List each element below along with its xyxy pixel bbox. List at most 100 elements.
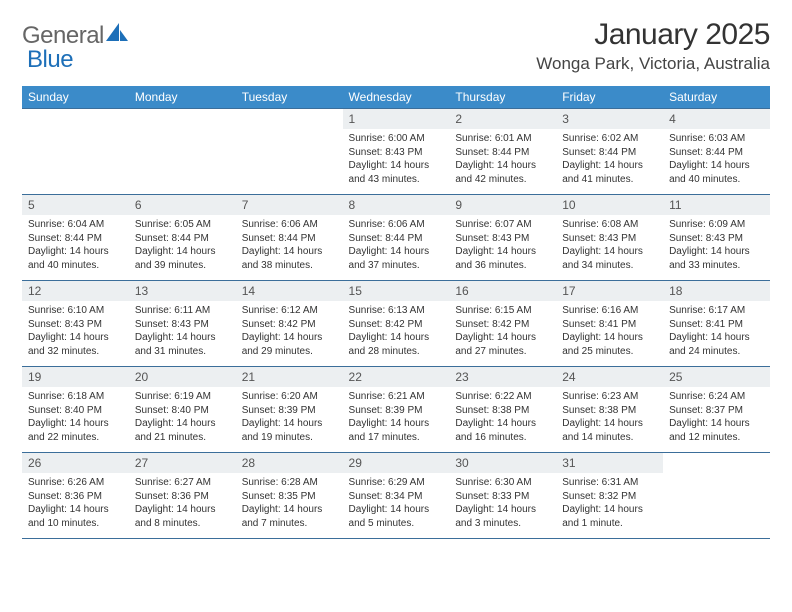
day-details: Sunrise: 6:06 AMSunset: 8:44 PMDaylight:… xyxy=(236,215,343,276)
day-number: 15 xyxy=(343,281,450,301)
calendar-cell: 19Sunrise: 6:18 AMSunset: 8:40 PMDayligh… xyxy=(22,367,129,453)
calendar-cell: 20Sunrise: 6:19 AMSunset: 8:40 PMDayligh… xyxy=(129,367,236,453)
calendar-cell: 10Sunrise: 6:08 AMSunset: 8:43 PMDayligh… xyxy=(556,195,663,281)
day-number: 22 xyxy=(343,367,450,387)
day-details: Sunrise: 6:23 AMSunset: 8:38 PMDaylight:… xyxy=(556,387,663,448)
header: General January 2025 Wonga Park, Victori… xyxy=(22,18,770,74)
day-details: Sunrise: 6:06 AMSunset: 8:44 PMDaylight:… xyxy=(343,215,450,276)
calendar-cell: 5Sunrise: 6:04 AMSunset: 8:44 PMDaylight… xyxy=(22,195,129,281)
day-details: Sunrise: 6:01 AMSunset: 8:44 PMDaylight:… xyxy=(449,129,556,190)
day-header: Saturday xyxy=(663,86,770,109)
day-number: 17 xyxy=(556,281,663,301)
calendar-cell: 1Sunrise: 6:00 AMSunset: 8:43 PMDaylight… xyxy=(343,109,450,195)
day-number: 30 xyxy=(449,453,556,473)
day-header: Thursday xyxy=(449,86,556,109)
day-details: Sunrise: 6:02 AMSunset: 8:44 PMDaylight:… xyxy=(556,129,663,190)
day-number: 1 xyxy=(343,109,450,129)
title-block: January 2025 Wonga Park, Victoria, Austr… xyxy=(536,18,770,74)
calendar-cell: 30Sunrise: 6:30 AMSunset: 8:33 PMDayligh… xyxy=(449,453,556,539)
calendar-cell: 16Sunrise: 6:15 AMSunset: 8:42 PMDayligh… xyxy=(449,281,556,367)
day-details: Sunrise: 6:12 AMSunset: 8:42 PMDaylight:… xyxy=(236,301,343,362)
day-details: Sunrise: 6:03 AMSunset: 8:44 PMDaylight:… xyxy=(663,129,770,190)
day-details: Sunrise: 6:20 AMSunset: 8:39 PMDaylight:… xyxy=(236,387,343,448)
calendar-cell: 31Sunrise: 6:31 AMSunset: 8:32 PMDayligh… xyxy=(556,453,663,539)
calendar-cell: 28Sunrise: 6:28 AMSunset: 8:35 PMDayligh… xyxy=(236,453,343,539)
calendar-cell: 9Sunrise: 6:07 AMSunset: 8:43 PMDaylight… xyxy=(449,195,556,281)
calendar-head: SundayMondayTuesdayWednesdayThursdayFrid… xyxy=(22,86,770,109)
calendar-cell: 3Sunrise: 6:02 AMSunset: 8:44 PMDaylight… xyxy=(556,109,663,195)
day-number: 2 xyxy=(449,109,556,129)
calendar-cell: 24Sunrise: 6:23 AMSunset: 8:38 PMDayligh… xyxy=(556,367,663,453)
day-number: 4 xyxy=(663,109,770,129)
day-details: Sunrise: 6:29 AMSunset: 8:34 PMDaylight:… xyxy=(343,473,450,534)
day-details: Sunrise: 6:30 AMSunset: 8:33 PMDaylight:… xyxy=(449,473,556,534)
day-number: 26 xyxy=(22,453,129,473)
day-number: 28 xyxy=(236,453,343,473)
day-number: 8 xyxy=(343,195,450,215)
calendar-week: 1Sunrise: 6:00 AMSunset: 8:43 PMDaylight… xyxy=(22,109,770,195)
calendar-cell: 22Sunrise: 6:21 AMSunset: 8:39 PMDayligh… xyxy=(343,367,450,453)
day-number: 12 xyxy=(22,281,129,301)
calendar-cell xyxy=(22,109,129,195)
day-header: Wednesday xyxy=(343,86,450,109)
calendar-cell: 17Sunrise: 6:16 AMSunset: 8:41 PMDayligh… xyxy=(556,281,663,367)
day-number: 10 xyxy=(556,195,663,215)
day-details: Sunrise: 6:27 AMSunset: 8:36 PMDaylight:… xyxy=(129,473,236,534)
calendar-week: 19Sunrise: 6:18 AMSunset: 8:40 PMDayligh… xyxy=(22,367,770,453)
calendar-cell xyxy=(129,109,236,195)
day-details: Sunrise: 6:24 AMSunset: 8:37 PMDaylight:… xyxy=(663,387,770,448)
calendar-table: SundayMondayTuesdayWednesdayThursdayFrid… xyxy=(22,86,770,539)
location: Wonga Park, Victoria, Australia xyxy=(536,54,770,74)
day-details: Sunrise: 6:28 AMSunset: 8:35 PMDaylight:… xyxy=(236,473,343,534)
day-details: Sunrise: 6:08 AMSunset: 8:43 PMDaylight:… xyxy=(556,215,663,276)
calendar-cell: 23Sunrise: 6:22 AMSunset: 8:38 PMDayligh… xyxy=(449,367,556,453)
day-details: Sunrise: 6:13 AMSunset: 8:42 PMDaylight:… xyxy=(343,301,450,362)
calendar-cell: 7Sunrise: 6:06 AMSunset: 8:44 PMDaylight… xyxy=(236,195,343,281)
calendar-cell: 26Sunrise: 6:26 AMSunset: 8:36 PMDayligh… xyxy=(22,453,129,539)
day-header: Sunday xyxy=(22,86,129,109)
calendar-cell: 25Sunrise: 6:24 AMSunset: 8:37 PMDayligh… xyxy=(663,367,770,453)
calendar-cell: 27Sunrise: 6:27 AMSunset: 8:36 PMDayligh… xyxy=(129,453,236,539)
day-details: Sunrise: 6:26 AMSunset: 8:36 PMDaylight:… xyxy=(22,473,129,534)
calendar-cell: 18Sunrise: 6:17 AMSunset: 8:41 PMDayligh… xyxy=(663,281,770,367)
calendar-cell xyxy=(663,453,770,539)
day-number: 19 xyxy=(22,367,129,387)
calendar-week: 26Sunrise: 6:26 AMSunset: 8:36 PMDayligh… xyxy=(22,453,770,539)
day-details: Sunrise: 6:31 AMSunset: 8:32 PMDaylight:… xyxy=(556,473,663,534)
day-number: 18 xyxy=(663,281,770,301)
day-number: 31 xyxy=(556,453,663,473)
day-number: 13 xyxy=(129,281,236,301)
month-title: January 2025 xyxy=(536,18,770,52)
day-details: Sunrise: 6:00 AMSunset: 8:43 PMDaylight:… xyxy=(343,129,450,190)
day-details: Sunrise: 6:09 AMSunset: 8:43 PMDaylight:… xyxy=(663,215,770,276)
day-number: 27 xyxy=(129,453,236,473)
day-details: Sunrise: 6:04 AMSunset: 8:44 PMDaylight:… xyxy=(22,215,129,276)
day-number: 25 xyxy=(663,367,770,387)
calendar-cell: 4Sunrise: 6:03 AMSunset: 8:44 PMDaylight… xyxy=(663,109,770,195)
day-details: Sunrise: 6:10 AMSunset: 8:43 PMDaylight:… xyxy=(22,301,129,362)
day-number: 14 xyxy=(236,281,343,301)
calendar-cell: 14Sunrise: 6:12 AMSunset: 8:42 PMDayligh… xyxy=(236,281,343,367)
calendar-cell: 29Sunrise: 6:29 AMSunset: 8:34 PMDayligh… xyxy=(343,453,450,539)
day-header: Tuesday xyxy=(236,86,343,109)
day-details: Sunrise: 6:17 AMSunset: 8:41 PMDaylight:… xyxy=(663,301,770,362)
calendar-cell: 11Sunrise: 6:09 AMSunset: 8:43 PMDayligh… xyxy=(663,195,770,281)
day-details: Sunrise: 6:19 AMSunset: 8:40 PMDaylight:… xyxy=(129,387,236,448)
day-number: 21 xyxy=(236,367,343,387)
calendar-cell: 13Sunrise: 6:11 AMSunset: 8:43 PMDayligh… xyxy=(129,281,236,367)
day-number: 29 xyxy=(343,453,450,473)
day-number: 11 xyxy=(663,195,770,215)
day-details: Sunrise: 6:21 AMSunset: 8:39 PMDaylight:… xyxy=(343,387,450,448)
calendar-cell: 21Sunrise: 6:20 AMSunset: 8:39 PMDayligh… xyxy=(236,367,343,453)
day-header: Monday xyxy=(129,86,236,109)
day-number: 16 xyxy=(449,281,556,301)
day-details: Sunrise: 6:07 AMSunset: 8:43 PMDaylight:… xyxy=(449,215,556,276)
calendar-cell: 12Sunrise: 6:10 AMSunset: 8:43 PMDayligh… xyxy=(22,281,129,367)
day-details: Sunrise: 6:11 AMSunset: 8:43 PMDaylight:… xyxy=(129,301,236,362)
calendar-cell xyxy=(236,109,343,195)
day-details: Sunrise: 6:16 AMSunset: 8:41 PMDaylight:… xyxy=(556,301,663,362)
day-number: 5 xyxy=(22,195,129,215)
calendar-week: 12Sunrise: 6:10 AMSunset: 8:43 PMDayligh… xyxy=(22,281,770,367)
calendar-week: 5Sunrise: 6:04 AMSunset: 8:44 PMDaylight… xyxy=(22,195,770,281)
day-number: 3 xyxy=(556,109,663,129)
